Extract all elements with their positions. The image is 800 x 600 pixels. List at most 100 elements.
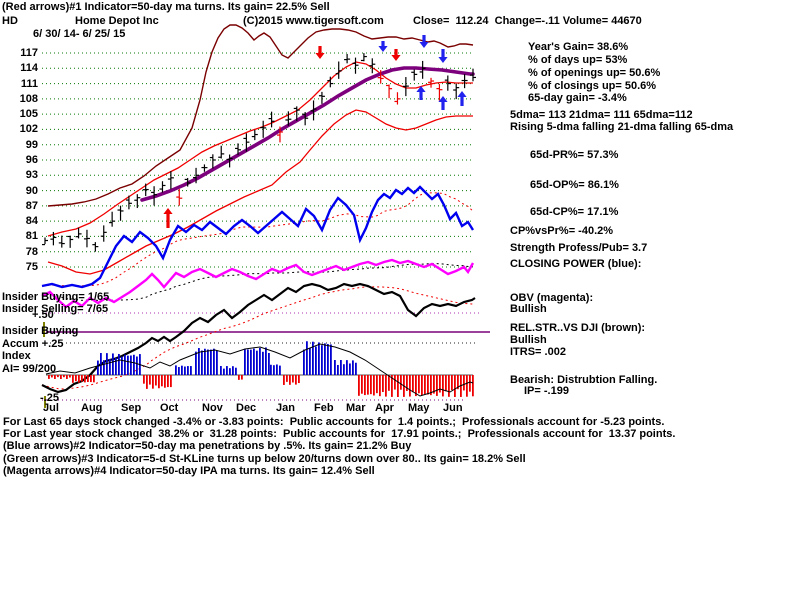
ai-bar bbox=[306, 341, 308, 375]
ai-bar bbox=[100, 353, 102, 375]
indicator4-legend: (Magenta arrows)#4 Indicator=50-day IPA … bbox=[3, 465, 375, 477]
ai-bar bbox=[424, 375, 426, 395]
y-axis-label: 90 bbox=[25, 184, 38, 197]
ai-bar bbox=[143, 375, 145, 384]
upper-dark-band-line bbox=[47, 24, 474, 207]
ai-bar bbox=[391, 375, 393, 397]
left-label-7: -.25 bbox=[40, 392, 59, 404]
stat-label-6: Rising 5-dma falling 21-dma falling 65-d… bbox=[510, 121, 734, 133]
footer-line-2: For Last year stock changed 38.2% or 31.… bbox=[3, 428, 676, 440]
ai-bar bbox=[229, 368, 231, 375]
ai-bar bbox=[127, 355, 129, 375]
red-down-arrow-icon bbox=[391, 49, 401, 61]
ai-bar bbox=[469, 375, 471, 392]
ai-bar bbox=[315, 346, 317, 375]
stat-label-0: Year's Gain= 38.6% bbox=[528, 41, 629, 53]
ai-bar bbox=[418, 375, 420, 394]
ma65-line bbox=[140, 66, 475, 202]
blue-up-arrow-icon bbox=[416, 86, 426, 100]
ai-bar bbox=[106, 353, 108, 375]
ai-bar bbox=[289, 375, 291, 385]
ai-bar bbox=[436, 375, 438, 396]
ai-bar bbox=[286, 375, 288, 382]
stat-label-12: CLOSING POWER (blue): bbox=[510, 258, 642, 270]
x-axis-month-label: Dec bbox=[236, 402, 257, 414]
blue-down-arrow-icon bbox=[438, 49, 448, 63]
ai-bar bbox=[433, 375, 435, 394]
y-axis-label: 93 bbox=[25, 169, 38, 182]
closing-power-line bbox=[41, 185, 475, 289]
ai-bar bbox=[276, 364, 278, 375]
blue-down-arrow-icon bbox=[378, 41, 388, 52]
y-axis-label: 96 bbox=[25, 153, 38, 166]
left-label-4: Accum +.25 bbox=[2, 338, 64, 350]
stat-label-3: % of closings up= 50.6% bbox=[528, 80, 657, 92]
ai-bar bbox=[155, 375, 157, 386]
ai-bar bbox=[210, 349, 212, 375]
ai-bar bbox=[253, 348, 255, 375]
ai-bar bbox=[118, 353, 120, 375]
date-range: 6/ 30/ 14- 6/ 25/ 15 bbox=[33, 28, 126, 40]
red-down-arrow-icon bbox=[315, 46, 325, 59]
left-label-2: +.50 bbox=[32, 309, 54, 321]
ai-bar bbox=[235, 367, 237, 375]
ai-bar bbox=[130, 355, 132, 375]
blue-down-arrow-icon bbox=[419, 35, 429, 48]
ai-bar bbox=[373, 375, 375, 396]
ai-bar bbox=[223, 368, 225, 375]
x-axis-month-label: Aug bbox=[81, 402, 103, 414]
obv-line bbox=[41, 258, 475, 309]
stat-label-5: 5dma= 113 21dma= 111 65dma=112 bbox=[510, 109, 693, 121]
quote-summary: Close= 112.24 Change=-.11 Volume= 44670 bbox=[413, 15, 642, 27]
ai-bar bbox=[312, 341, 314, 375]
upper-red-band-line bbox=[47, 61, 473, 237]
stat-label-2: % of openings up= 50.6% bbox=[528, 67, 661, 79]
ai-bar bbox=[220, 366, 222, 375]
x-axis-month-label: Sep bbox=[121, 402, 142, 414]
ai-bar bbox=[78, 375, 80, 383]
stat-label-16: Bullish bbox=[510, 334, 547, 346]
ai-bar bbox=[93, 375, 95, 383]
ai-bar bbox=[330, 344, 332, 375]
ai-bar bbox=[152, 375, 154, 389]
ai-bar bbox=[244, 348, 246, 375]
indicator1-legend: (Red arrows)#1 Indicator=50-day ma turns… bbox=[2, 1, 330, 13]
ai-bar bbox=[75, 375, 77, 382]
ai-bar bbox=[439, 375, 441, 393]
ai-bar bbox=[184, 366, 186, 375]
ai-bar bbox=[259, 347, 261, 375]
ai-bar bbox=[303, 349, 305, 375]
ai-bar bbox=[324, 343, 326, 375]
ai-bar bbox=[241, 375, 243, 380]
ai-bar bbox=[430, 375, 432, 396]
ai-bar bbox=[358, 375, 360, 396]
stat-label-8: 65d-OP%= 86.1% bbox=[530, 179, 619, 191]
ai-bar bbox=[146, 375, 148, 389]
ai-bar bbox=[190, 366, 192, 375]
left-label-0: Insider Buying= 1/65 bbox=[2, 291, 110, 303]
stat-label-19: IP= -.199 bbox=[524, 385, 569, 397]
ai-bar bbox=[262, 351, 264, 375]
y-axis-label: 102 bbox=[19, 123, 38, 136]
left-label-3: Insider Buying bbox=[2, 325, 79, 337]
ai-bar bbox=[250, 349, 252, 375]
ai-bar bbox=[69, 375, 71, 378]
ai-bar bbox=[54, 375, 56, 379]
lower-red-band-line bbox=[47, 109, 473, 275]
indicator3-legend: (Green arrows)#3 Indicator=5-d St-KLine … bbox=[3, 453, 526, 465]
x-axis-month-label: Apr bbox=[375, 402, 394, 414]
ai-bar bbox=[60, 375, 62, 379]
blue-up-arrow-icon bbox=[438, 96, 448, 110]
stat-label-18: Bearish: Distrubtion Falling. bbox=[510, 374, 658, 386]
ai-bar bbox=[279, 365, 281, 375]
x-axis-month-label: Oct bbox=[160, 402, 179, 414]
ai-bar bbox=[268, 352, 270, 375]
ai-bar bbox=[379, 375, 381, 397]
ai-bar bbox=[340, 360, 342, 375]
y-axis-label: 78 bbox=[25, 245, 38, 258]
x-axis-month-label: Feb bbox=[314, 402, 334, 414]
ai-bar bbox=[367, 375, 369, 395]
ai-bar bbox=[349, 363, 351, 375]
